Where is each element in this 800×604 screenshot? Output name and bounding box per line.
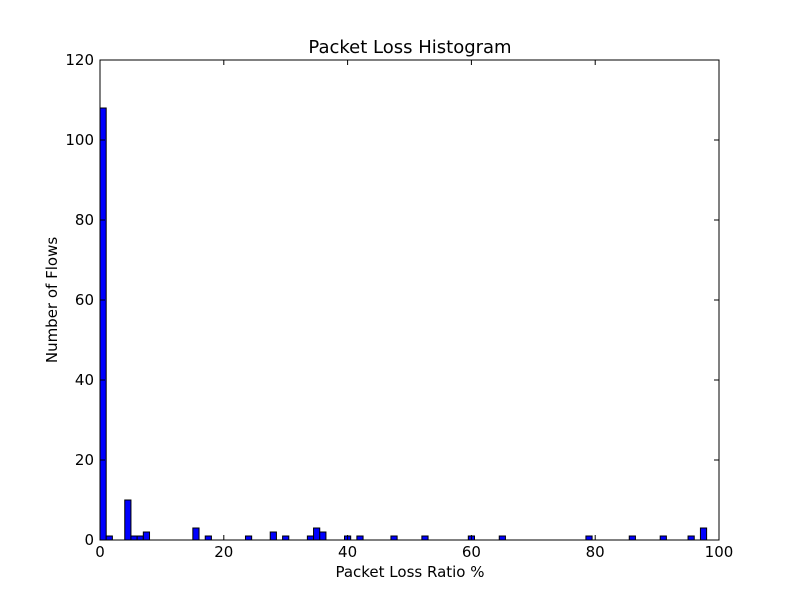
y-tick-label-4: 80 [75,211,94,229]
histogram-bar-4 [136,535,144,541]
x-tick-label-1: 20 [214,543,233,561]
y-tick-label-6: 120 [65,51,94,69]
y-tick-label-5: 100 [65,131,94,149]
histogram-bar-9 [269,531,277,541]
histogram-bar-20 [585,535,593,541]
histogram-bar-6 [192,527,200,541]
histogram-bar-5 [142,531,151,541]
plot-area-frame [99,59,720,541]
histogram-bar-1 [105,535,113,541]
histogram-bar-22 [659,535,667,541]
y-axis-label: Number of Flows [43,237,61,363]
histogram-bar-23 [687,535,695,541]
x-axis-label: Packet Loss Ratio % [335,563,484,581]
y-tick-label-1: 20 [75,451,94,469]
histogram-bar-10 [282,535,290,541]
x-tick-label-3: 60 [462,543,481,561]
histogram-bar-15 [356,535,364,541]
histogram-bar-16 [390,535,398,541]
histogram-bar-13 [319,531,327,541]
histogram-bar-2 [124,499,132,541]
ticks-layer: 0 20 40 60 80 100 0 20 40 60 80 100 120 [65,51,733,561]
histogram-bar-11 [306,535,315,541]
y-tick-label-3: 60 [75,291,94,309]
histogram-bar-24 [699,527,708,541]
histogram-bar-21 [628,535,636,541]
bars-layer [99,107,708,541]
x-tick-label-5: 100 [705,543,734,561]
x-tick-label-4: 80 [586,543,605,561]
y-tick-label-0: 0 [84,531,94,549]
histogram-bar-3 [130,535,138,541]
x-tick-label-2: 40 [338,543,357,561]
histogram-bar-7 [204,535,212,541]
y-tick-label-2: 40 [75,371,94,389]
histogram-bar-0 [99,107,107,541]
histogram-bar-17 [421,535,429,541]
histogram-bar-19 [498,535,506,541]
chart-title: Packet Loss Histogram [308,37,511,58]
histogram-bar-8 [244,535,253,541]
histogram-bar-12 [313,527,321,541]
x-tick-label-0: 0 [95,543,105,561]
